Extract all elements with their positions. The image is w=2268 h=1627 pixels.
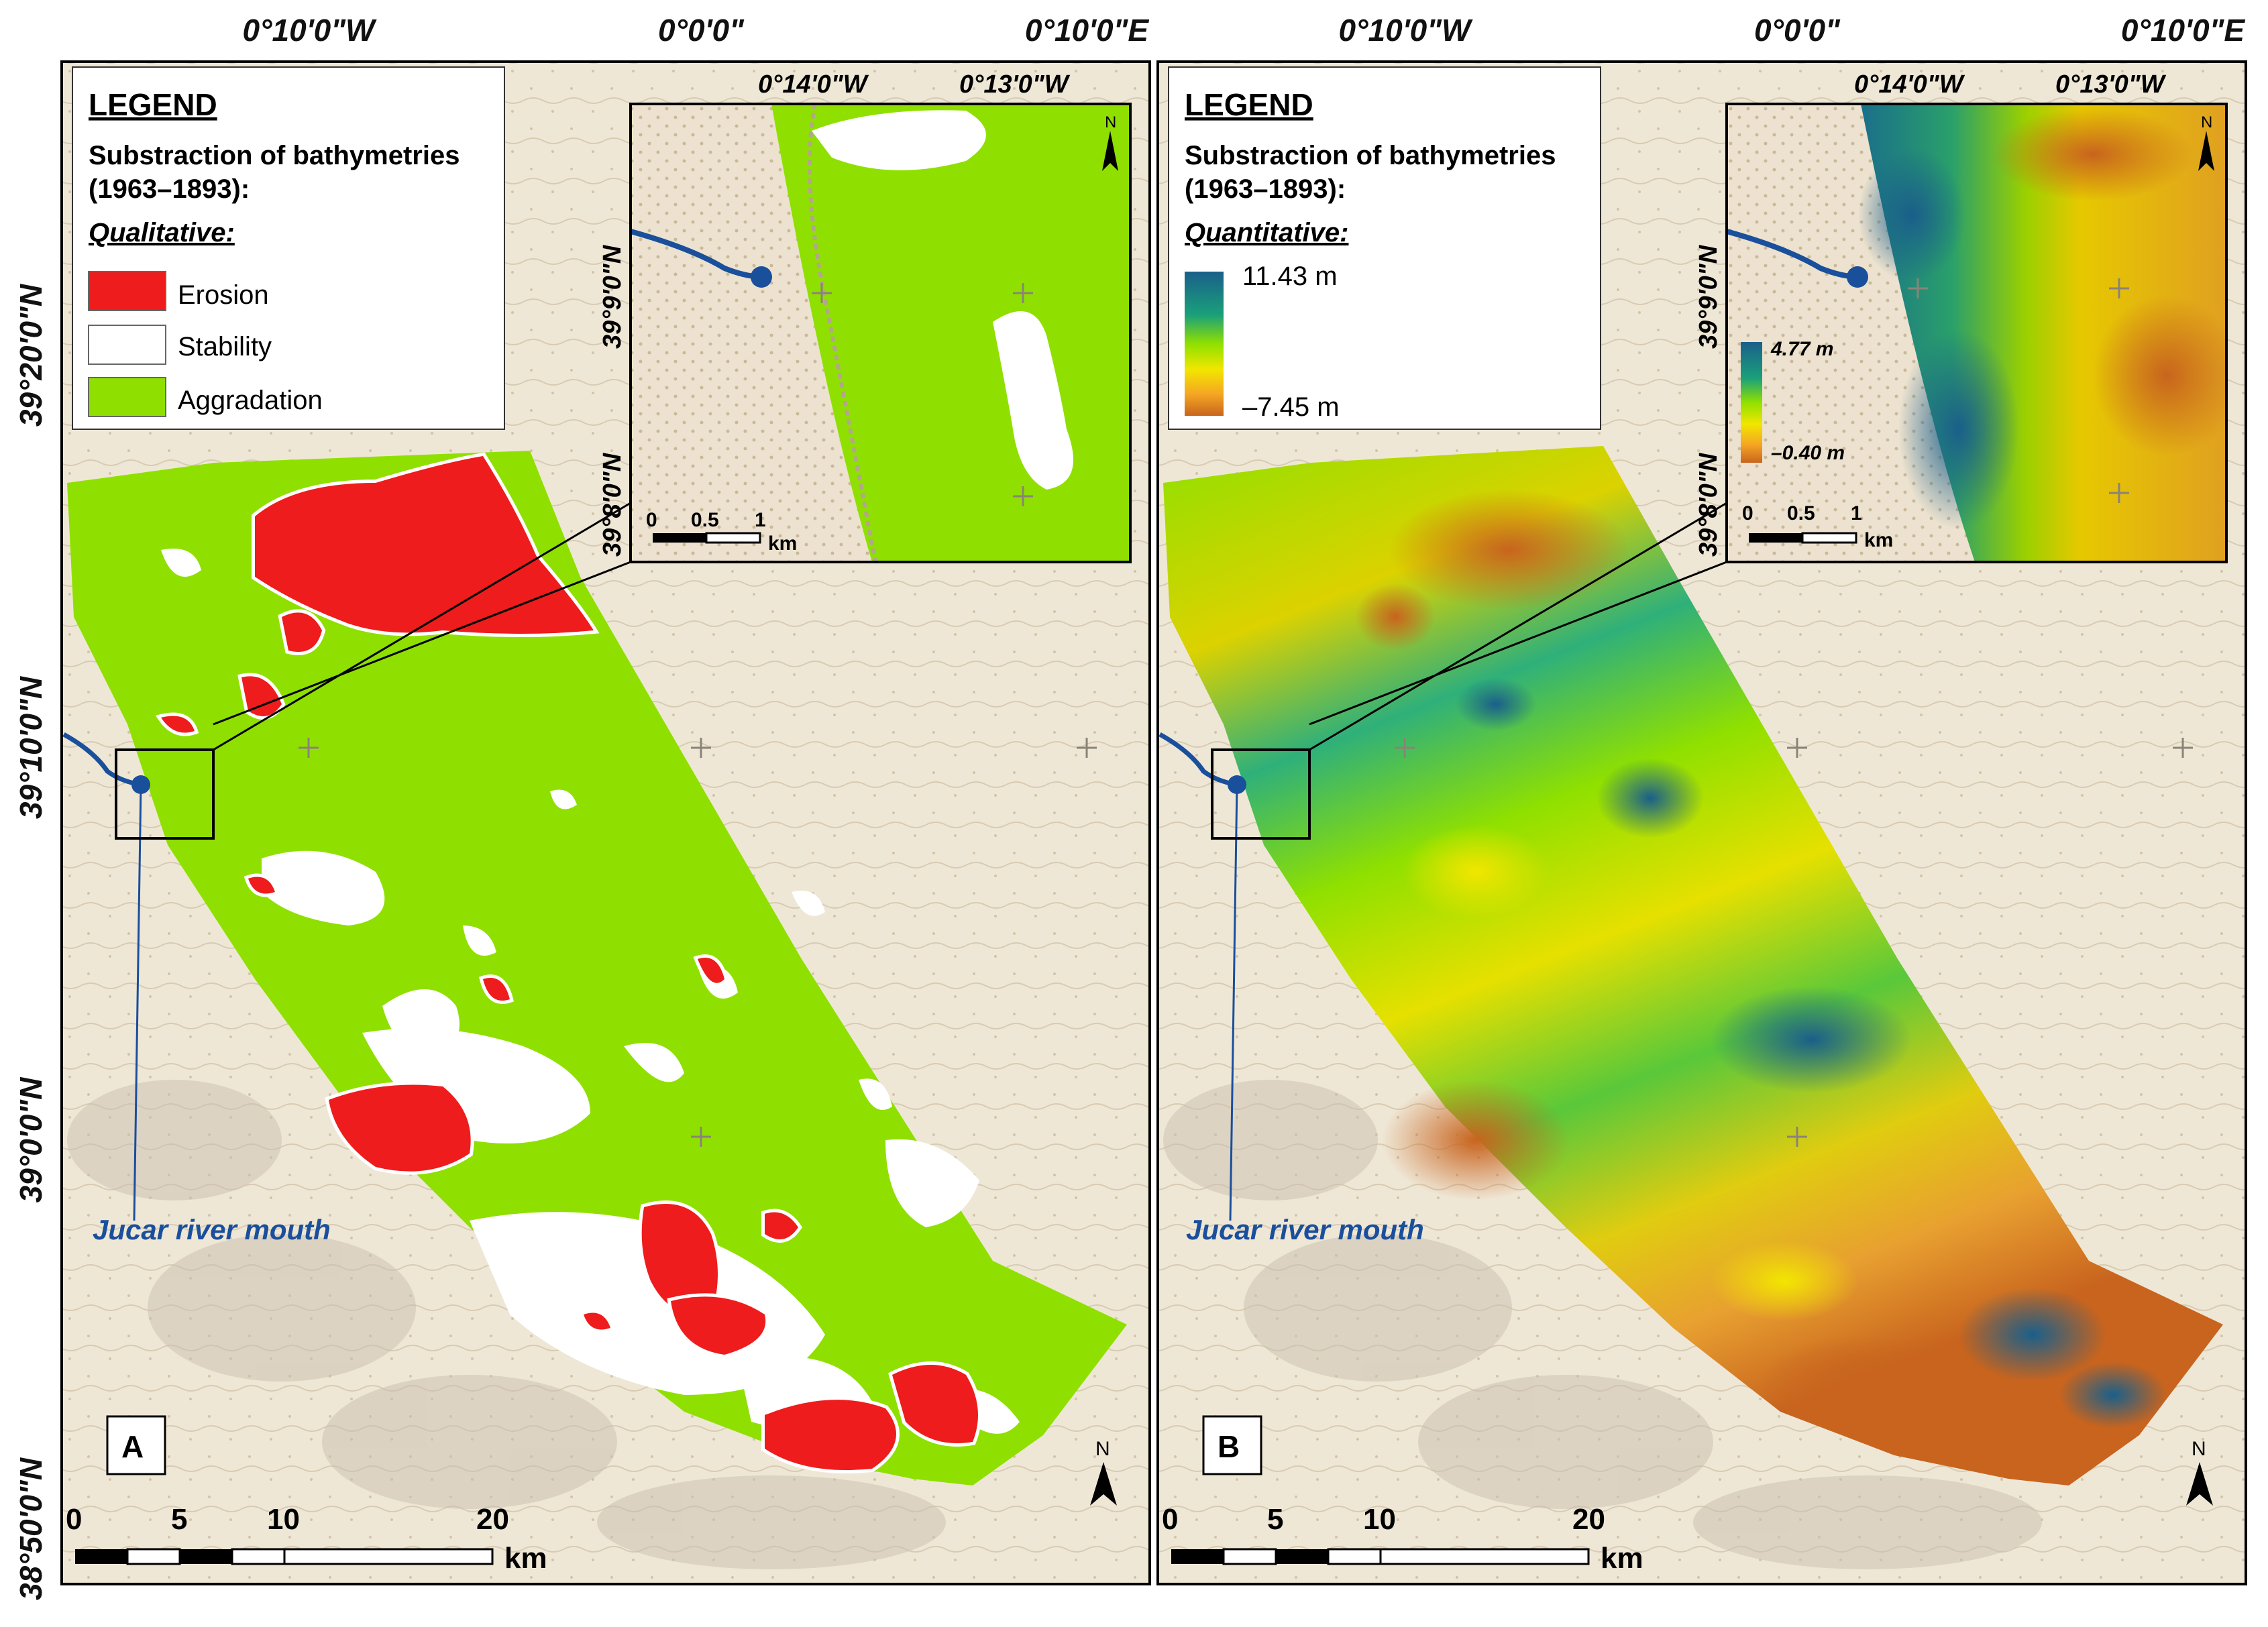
scale-bar-b: 0 5 10 20 km [1162, 1503, 1643, 1575]
legend-label-aggradation: Aggradation [178, 386, 323, 415]
legend-title: LEGEND [89, 87, 217, 122]
lon-label-a-0: 0°10'0"W [242, 13, 375, 48]
lon-label-b-0: 0°10'0"W [1338, 13, 1471, 48]
jucar-river [62, 732, 142, 787]
svg-text:km: km [1864, 529, 1893, 551]
inset-scale-tick-0: 0 [646, 509, 657, 531]
scale-bar-a: 0 5 10 20 km [66, 1503, 547, 1575]
legend-color-ramp [1185, 272, 1224, 416]
svg-text:Substraction of bathymetries: Substraction of bathymetries [1185, 141, 1556, 170]
panel-letter-b: B [1218, 1429, 1240, 1464]
legend-swatch-erosion [88, 271, 166, 311]
inset-a: 0 0.5 1 km N 0°14'0"W 0°13'0"W 39°9'0"N … [598, 70, 1132, 563]
inset-scale-tick-1: 0.5 [691, 509, 719, 531]
inset-north-arrow-icon-b [2198, 131, 2214, 171]
svg-text:0°14'0"W: 0°14'0"W [1854, 70, 1965, 99]
svg-text:Quantitative:: Quantitative: [1185, 218, 1348, 247]
scale-tick-20: 20 [476, 1503, 509, 1536]
inset-lat-1: 39°8'0"N [598, 452, 627, 557]
legend-ramp-min: –7.45 m [1242, 392, 1340, 422]
scale-tick-10: 10 [267, 1503, 300, 1536]
svg-text:5: 5 [1267, 1503, 1283, 1536]
lat-label-3: 38°50'0"N [13, 1457, 48, 1601]
quantitative-surface [1163, 446, 2223, 1485]
jucar-river-b [1158, 732, 1238, 787]
svg-text:LEGEND: LEGEND [1185, 87, 1313, 122]
inset-ramp-max: 4.77 m [1770, 338, 1833, 360]
scale-unit: km [504, 1542, 547, 1575]
lon-label-b-2: 0°10'0"E [2120, 13, 2245, 48]
inset-lon-1: 0°13'0"W [959, 70, 1071, 99]
lat-label-0: 39°20'0"N [13, 284, 48, 427]
svg-text:(1963–1893):: (1963–1893): [1185, 174, 1346, 204]
svg-text:N: N [1095, 1438, 1110, 1460]
legend-ramp-max: 11.43 m [1242, 262, 1338, 291]
svg-text:N: N [2192, 1438, 2206, 1460]
svg-text:0: 0 [1162, 1503, 1178, 1536]
lon-label-a-2: 0°10'0"E [1024, 13, 1149, 48]
quantitative-blobs [1355, 490, 2167, 1428]
panel-letter-a: A [121, 1429, 144, 1464]
river-label-leader [133, 784, 142, 1221]
inset-north-label: N [1105, 113, 1116, 131]
scale-tick-0: 0 [66, 1503, 82, 1536]
inset-scale-tick-2: 1 [755, 509, 766, 531]
svg-text:39°8'0"N: 39°8'0"N [1694, 452, 1723, 557]
land-relief [67, 1080, 946, 1569]
svg-text:1: 1 [1851, 502, 1862, 524]
aggradation-area [67, 451, 1127, 1485]
panel-b: Jucar river mouth LEGEND Substraction of… [1156, 60, 2247, 1585]
legend-swatch-aggradation [88, 377, 166, 417]
graticule-crosses [299, 738, 1097, 1147]
inset-locator-box [115, 748, 215, 840]
svg-text:39°9'0"N: 39°9'0"N [1694, 244, 1723, 349]
legend-swatch-stability [88, 325, 166, 365]
svg-text:N: N [2201, 113, 2212, 131]
svg-text:10: 10 [1363, 1503, 1396, 1536]
legend-b: LEGEND Substraction of bathymetries (196… [1168, 66, 1601, 430]
legend-label-erosion: Erosion [178, 280, 269, 310]
svg-text:20: 20 [1572, 1503, 1605, 1536]
svg-text:0°13'0"W: 0°13'0"W [2055, 70, 2167, 99]
inset-scale-unit: km [768, 532, 797, 555]
legend-mode: Qualitative: [89, 218, 235, 247]
lat-label-1: 39°10'0"N [13, 676, 48, 820]
legend-subtitle-2: (1963–1893): [89, 174, 250, 204]
svg-text:0: 0 [1742, 502, 1753, 524]
inset-north-arrow-icon [1102, 131, 1118, 171]
scale-tick-5: 5 [171, 1503, 187, 1536]
legend-subtitle-1: Substraction of bathymetries [89, 141, 460, 170]
inset-lat-0: 39°9'0"N [598, 244, 627, 349]
lat-label-2: 39°0'0"N [13, 1077, 48, 1203]
north-arrow-icon [1090, 1462, 1117, 1506]
legend-label-stability: Stability [178, 332, 272, 361]
svg-text:km: km [1601, 1542, 1643, 1575]
inset-lon-0: 0°14'0"W [758, 70, 869, 99]
erosion-patches [155, 452, 981, 1473]
lon-label-a-1: 0°0'0" [658, 13, 744, 48]
svg-text:0.5: 0.5 [1787, 502, 1815, 524]
river-label: Jucar river mouth [93, 1214, 331, 1245]
inset-ramp-min: –0.40 m [1771, 442, 1845, 464]
panel-a: Jucar river mouth LEGEND Substraction of… [60, 60, 1151, 1585]
inset-color-ramp [1741, 342, 1762, 463]
lon-label-b-1: 0°0'0" [1754, 13, 1840, 48]
river-label-b: Jucar river mouth [1186, 1214, 1424, 1245]
inset-b: 4.77 m –0.40 m 0 0.5 1 km N 0°14'0"W 0°1… [1694, 70, 2228, 563]
legend-a: LEGEND Substraction of bathymetries (196… [72, 66, 505, 430]
north-arrow-icon-b [2186, 1462, 2213, 1506]
